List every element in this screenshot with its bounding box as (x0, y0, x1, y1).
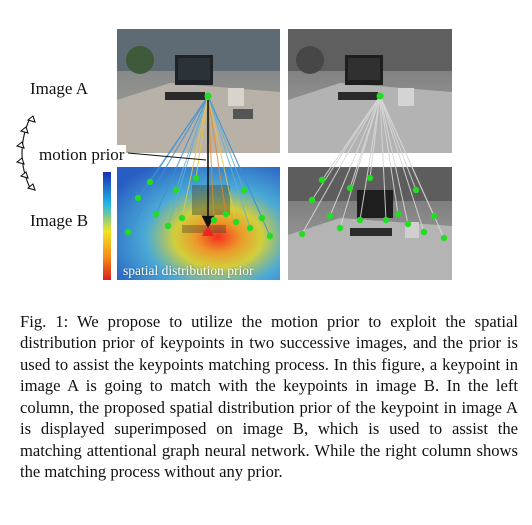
motion-prior-pointer (127, 152, 207, 161)
image-a-right (288, 29, 452, 153)
figure-caption: Fig. 1: We propose to utilize the motion… (20, 311, 518, 482)
match-lines-left (127, 95, 271, 237)
figure-panel: Image A Image B motion prior spatial dis… (15, 29, 452, 280)
colorbar (103, 172, 111, 280)
image-b-right (288, 167, 452, 280)
keypoint-a-left (204, 92, 212, 100)
spatial-distribution-prior-label: spatial distribution prior (123, 263, 254, 278)
match-lines-right (301, 95, 445, 239)
image-a (117, 29, 280, 153)
image-b (117, 167, 280, 280)
prior-peak-marker (202, 226, 214, 236)
keypoints-left-b (124, 174, 274, 240)
motion-prior-label: motion prior (37, 145, 127, 165)
image-b-label: Image B (30, 211, 89, 230)
keypoints-right-b (298, 174, 448, 242)
image-a-label: Image A (30, 79, 89, 98)
motion-curve-icon (15, 115, 36, 191)
keypoint-a-right (376, 92, 384, 100)
